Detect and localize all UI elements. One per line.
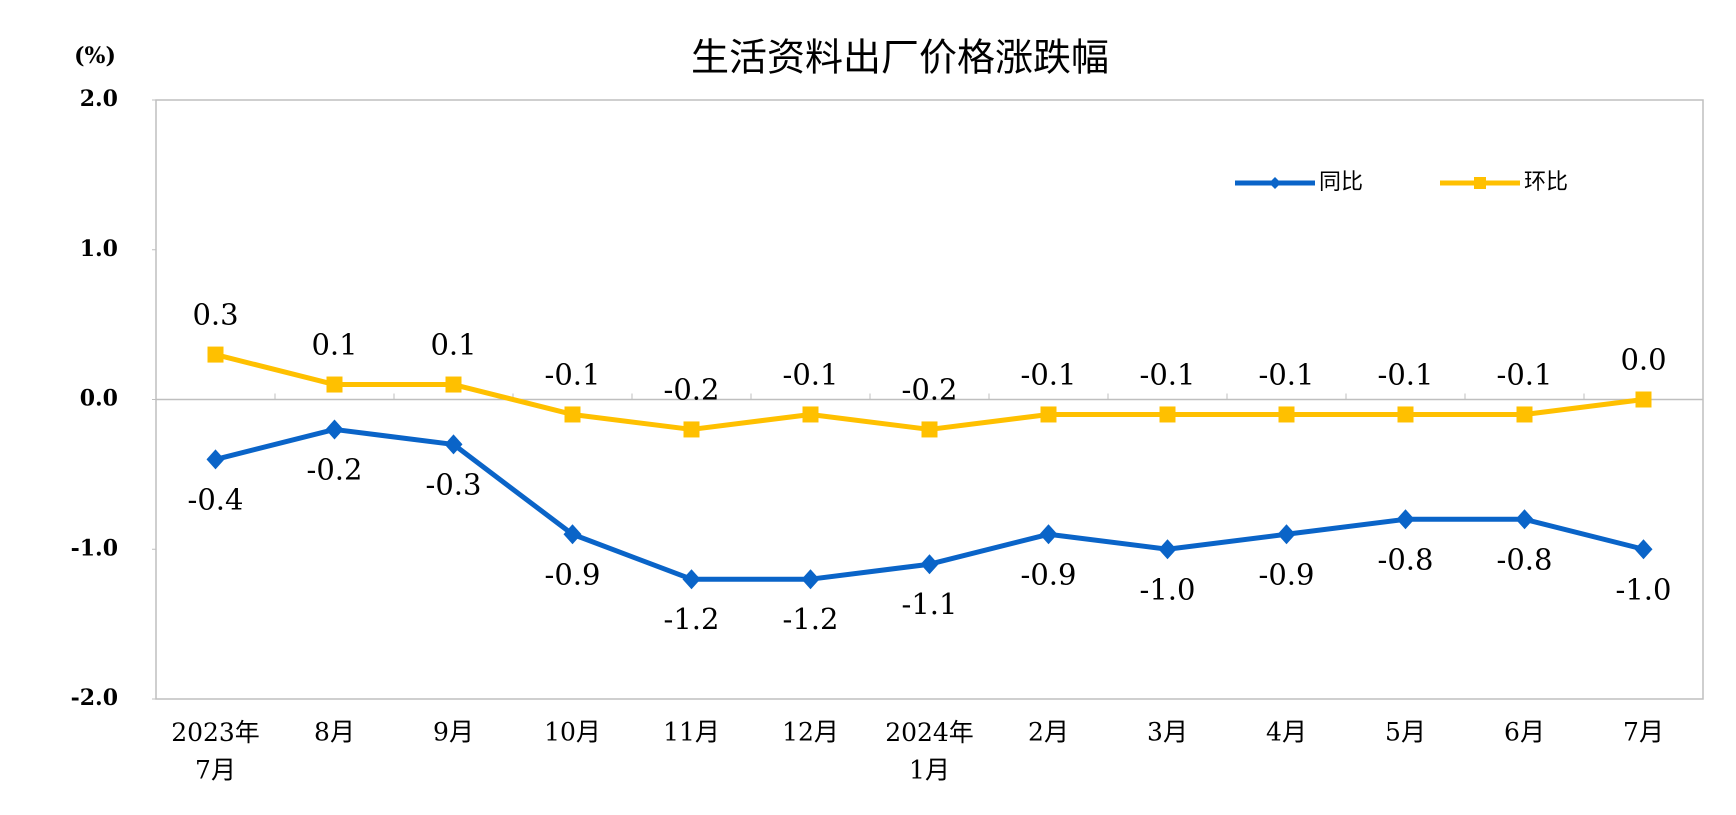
data-label: 0.1 <box>430 328 476 362</box>
data-point <box>920 554 939 575</box>
x-tick-label: 2023年 7月 <box>171 718 260 785</box>
data-label: -0.1 <box>1140 357 1196 391</box>
data-point <box>444 434 463 455</box>
x-tick-label: 8月 <box>314 718 355 747</box>
data-label: 0.0 <box>1620 343 1666 377</box>
x-tick-label: 12月 <box>782 718 839 747</box>
data-label: -1.1 <box>902 587 958 621</box>
y-tick-label: -2.0 <box>71 685 118 711</box>
x-tick-label: 2月 <box>1028 718 1069 747</box>
data-point <box>1277 524 1296 545</box>
data-label: -0.1 <box>1378 357 1434 391</box>
data-label: -0.4 <box>188 482 244 516</box>
y-unit: (%) <box>74 43 116 69</box>
x-tick-label: 11月 <box>663 718 720 747</box>
x-tick-label: 5月 <box>1385 718 1426 747</box>
data-point <box>921 421 938 438</box>
data-label: -0.3 <box>426 467 482 501</box>
y-tick-label: 0.0 <box>80 386 118 412</box>
legend-marker <box>1269 177 1281 189</box>
x-tick-label: 10月 <box>544 718 601 747</box>
data-label: -0.9 <box>1259 557 1315 591</box>
data-point <box>563 524 582 545</box>
data-point <box>1635 391 1652 408</box>
x-tick-label: 2024年 1月 <box>885 718 974 785</box>
data-point <box>1039 524 1058 545</box>
y-tick-label: -1.0 <box>71 535 118 561</box>
data-point <box>1158 539 1177 560</box>
data-point <box>207 346 224 363</box>
data-label: -1.2 <box>664 602 720 636</box>
x-tick-label: 7月 <box>1623 718 1664 747</box>
data-label: -0.9 <box>1021 557 1077 591</box>
data-label: -1.0 <box>1140 572 1196 606</box>
data-label: -0.2 <box>664 372 720 406</box>
data-point <box>1516 406 1533 423</box>
y-tick-label: 1.0 <box>80 236 118 262</box>
y-tick-label: 2.0 <box>80 86 118 112</box>
data-label: -0.8 <box>1378 542 1434 576</box>
data-label: -0.1 <box>783 357 839 391</box>
data-point <box>1040 406 1057 423</box>
data-label: 0.1 <box>311 328 357 362</box>
data-label: -0.2 <box>307 452 363 486</box>
legend-marker <box>1474 177 1486 189</box>
data-point <box>1634 539 1653 560</box>
data-label: -0.8 <box>1497 542 1553 576</box>
data-point <box>802 406 819 423</box>
data-label: 0.3 <box>192 298 238 332</box>
data-point <box>683 421 700 438</box>
data-label: -0.2 <box>902 372 958 406</box>
data-point <box>1278 406 1295 423</box>
data-label: -0.1 <box>1497 357 1553 391</box>
data-point <box>1159 406 1176 423</box>
data-point <box>564 406 581 423</box>
x-tick-label: 4月 <box>1266 718 1307 747</box>
data-label: -0.1 <box>1259 357 1315 391</box>
data-point <box>801 569 820 590</box>
x-tick-label: 9月 <box>433 718 474 747</box>
data-point <box>325 419 344 440</box>
data-label: -0.1 <box>1021 357 1077 391</box>
data-point <box>326 376 343 393</box>
data-point <box>206 449 225 470</box>
chart-title: 生活资料出厂价格涨跌幅 <box>691 36 1109 80</box>
legend-label: 环比 <box>1524 170 1568 195</box>
data-point <box>1515 509 1534 530</box>
x-tick-label: 6月 <box>1504 718 1545 747</box>
data-point <box>1396 509 1415 530</box>
data-point <box>445 376 462 393</box>
x-tick-label: 3月 <box>1147 718 1188 747</box>
data-label: -0.9 <box>545 557 601 591</box>
legend-label: 同比 <box>1319 170 1363 195</box>
data-label: -1.2 <box>783 602 839 636</box>
data-label: -1.0 <box>1616 572 1672 606</box>
data-point <box>682 569 701 590</box>
data-label: -0.1 <box>545 357 601 391</box>
data-point <box>1397 406 1414 423</box>
